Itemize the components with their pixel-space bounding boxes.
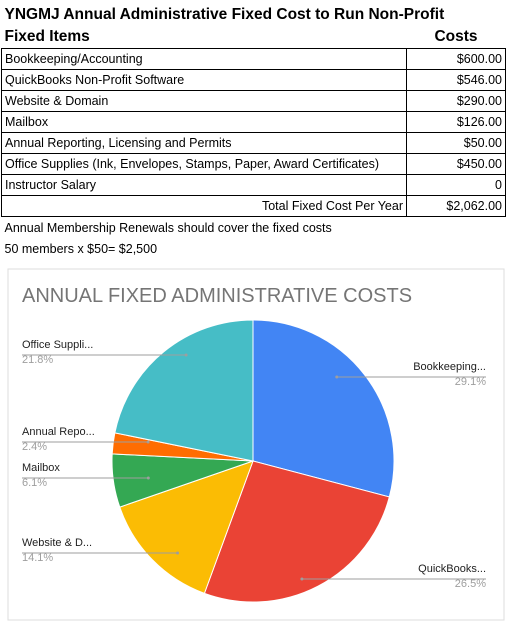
header-cell: Costs <box>434 28 478 45</box>
slice-label: Office Suppli... <box>22 339 93 351</box>
leader-dot <box>176 551 180 555</box>
total-value: $2,062.00 <box>406 195 506 217</box>
cost-cell: $50.00 <box>406 132 506 154</box>
item-cell: Office Supplies (Ink, Envelopes, Stamps,… <box>1 153 407 175</box>
pie-slice <box>111 432 254 462</box>
slice-value-label: 29.1% <box>455 376 486 388</box>
cost-cell: $126.00 <box>406 111 506 133</box>
table-row: Instructor Salary 0 <box>1 174 506 196</box>
pie-slice <box>252 319 395 498</box>
cost-cell: $600.00 <box>406 48 506 70</box>
slice-value-label: 6.1% <box>22 477 47 489</box>
chart-frame <box>7 268 505 621</box>
cost-table: YNGMJ Annual Administrative Fixed Cost t… <box>1 4 506 259</box>
item-cell: Website & Domain <box>1 90 407 112</box>
slice-value-label: 14.1% <box>22 552 53 564</box>
leader-dot <box>184 353 188 357</box>
leader-dot <box>300 577 304 581</box>
note: Annual Membership Renewals should cover … <box>4 220 332 235</box>
table-row: Annual Reporting, Licensing and Permits $… <box>1 132 506 154</box>
cost-cell: $450.00 <box>406 153 506 175</box>
leader-dot <box>335 375 339 379</box>
pie-slice <box>203 460 390 603</box>
slice-label: Bookkeeping... <box>413 361 486 373</box>
table-title: YNGMJ Annual Administrative Fixed Cost t… <box>4 6 445 23</box>
item-cell: Bookkeeping/Accounting <box>1 48 407 70</box>
item-cell: QuickBooks Non-Profit Software <box>1 69 407 91</box>
cost-cell: 0 <box>406 174 506 196</box>
item-cell: Instructor Salary <box>1 174 407 196</box>
header-cell: Fixed Items <box>4 28 90 45</box>
slice-label: Annual Repo... <box>22 426 95 438</box>
item-cell: Annual Reporting, Licensing and Permits <box>1 132 407 154</box>
chart-title: ANNUAL FIXED ADMINISTRATIVE COSTS <box>22 285 412 307</box>
pie-slice <box>114 319 254 462</box>
slice-value-label: 21.8% <box>22 354 53 366</box>
cost-cell: $290.00 <box>406 90 506 112</box>
table-row: QuickBooks Non-Profit Software $546.00 <box>1 69 506 91</box>
slice-label: Mailbox <box>22 462 60 474</box>
table-row: Office Supplies (Ink, Envelopes, Stamps,… <box>1 153 506 175</box>
table-row: Mailbox $126.00 <box>1 111 506 133</box>
cost-cell: $546.00 <box>406 69 506 91</box>
pie-slice <box>111 453 254 508</box>
slice-value-label: 2.4% <box>22 441 47 453</box>
slice-value-label: 26.5% <box>455 578 486 590</box>
pie-slice <box>119 460 254 595</box>
slice-label: Website & D... <box>22 537 92 549</box>
leader-dot <box>146 476 150 480</box>
slice-label: QuickBooks... <box>418 563 486 575</box>
item-cell: Mailbox <box>1 111 407 133</box>
leader-dot <box>146 440 150 444</box>
total-label: Total Fixed Cost Per Year <box>1 195 407 217</box>
note: 50 members x $50= $2,500 <box>4 241 158 256</box>
table-row: Website & Domain $290.00 <box>1 90 506 112</box>
table-row: Bookkeeping/Accounting $600.00 <box>1 48 506 70</box>
